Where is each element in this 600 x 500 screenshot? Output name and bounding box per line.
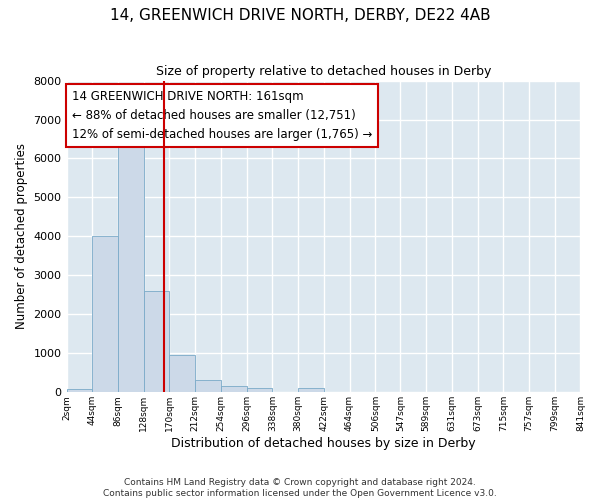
Bar — [67, 389, 92, 392]
Bar — [144, 291, 169, 392]
Bar — [298, 388, 324, 392]
Text: 14 GREENWICH DRIVE NORTH: 161sqm
← 88% of detached houses are smaller (12,751)
1: 14 GREENWICH DRIVE NORTH: 161sqm ← 88% o… — [71, 90, 372, 141]
Title: Size of property relative to detached houses in Derby: Size of property relative to detached ho… — [156, 65, 491, 78]
Bar — [92, 236, 118, 392]
Bar — [247, 388, 272, 392]
Bar — [118, 135, 144, 392]
Bar — [169, 356, 195, 393]
Text: Contains HM Land Registry data © Crown copyright and database right 2024.
Contai: Contains HM Land Registry data © Crown c… — [103, 478, 497, 498]
Bar — [195, 380, 221, 392]
Bar — [221, 386, 247, 392]
Text: 14, GREENWICH DRIVE NORTH, DERBY, DE22 4AB: 14, GREENWICH DRIVE NORTH, DERBY, DE22 4… — [110, 8, 490, 22]
X-axis label: Distribution of detached houses by size in Derby: Distribution of detached houses by size … — [171, 437, 476, 450]
Y-axis label: Number of detached properties: Number of detached properties — [15, 144, 28, 330]
